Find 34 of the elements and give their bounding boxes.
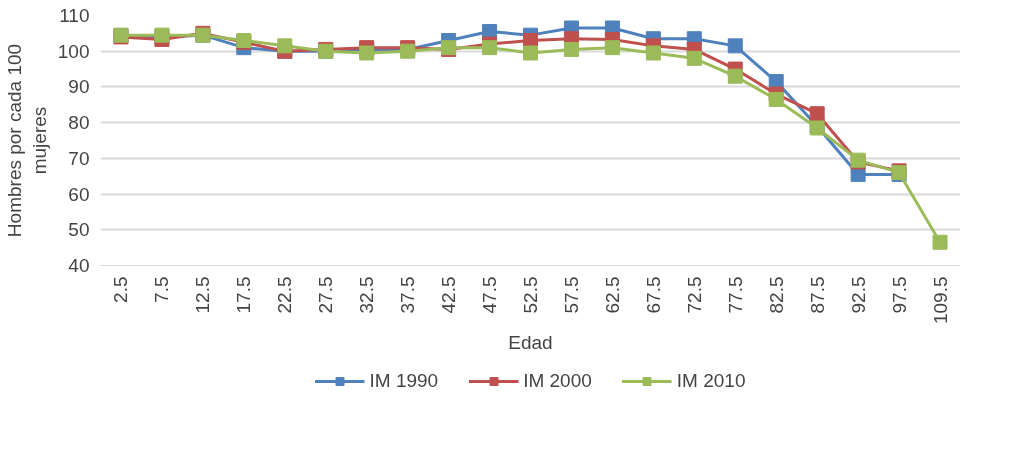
x-tick-label: 32.5 bbox=[356, 276, 378, 314]
x-tick-label: 52.5 bbox=[520, 276, 541, 314]
y-axis-title: Hombres por cada 100 mujeres bbox=[3, 43, 50, 238]
x-tick-label: 82.5 bbox=[765, 276, 787, 314]
y-tick-label: 50 bbox=[68, 219, 90, 241]
x-tick-label: 72.5 bbox=[683, 276, 705, 314]
x-tick-label: 67.5 bbox=[642, 276, 664, 314]
y-tick-label: 100 bbox=[57, 40, 90, 62]
x-tick-label: 57.5 bbox=[560, 276, 582, 314]
legend-label: IM 2010 bbox=[676, 370, 746, 392]
x-tick-label: 7.5 bbox=[151, 276, 173, 303]
x-tick-label: 42.5 bbox=[438, 276, 460, 314]
x-tick-label: 87.5 bbox=[806, 276, 828, 314]
x-axis-title: Edad bbox=[508, 332, 553, 354]
x-tick-label: 22.5 bbox=[274, 276, 296, 314]
x-tick-label: 47.5 bbox=[479, 276, 501, 314]
y-tick-label: 90 bbox=[68, 76, 90, 98]
y-tick-label: 80 bbox=[68, 112, 90, 134]
x-tick-label: 17.5 bbox=[233, 276, 255, 314]
x-tick-label: 77.5 bbox=[724, 276, 746, 314]
x-tick-label: 109.5 bbox=[929, 276, 951, 325]
y-tick-label: 60 bbox=[68, 183, 90, 205]
x-tick-label: 2.5 bbox=[110, 276, 132, 303]
x-tick-label: 92.5 bbox=[847, 276, 869, 314]
legend-label: IM 1990 bbox=[369, 370, 439, 392]
x-tick-label: 27.5 bbox=[315, 276, 337, 314]
x-tick-label: 97.5 bbox=[888, 276, 910, 314]
y-tick-label: 40 bbox=[68, 255, 90, 276]
y-tick-label: 110 bbox=[59, 5, 90, 26]
x-tick-label: 37.5 bbox=[397, 276, 419, 314]
y-tick-label: 70 bbox=[68, 147, 90, 169]
legend-label: IM 2000 bbox=[523, 370, 592, 392]
x-tick-label: 62.5 bbox=[601, 276, 623, 314]
x-tick-label: 12.5 bbox=[192, 276, 214, 314]
